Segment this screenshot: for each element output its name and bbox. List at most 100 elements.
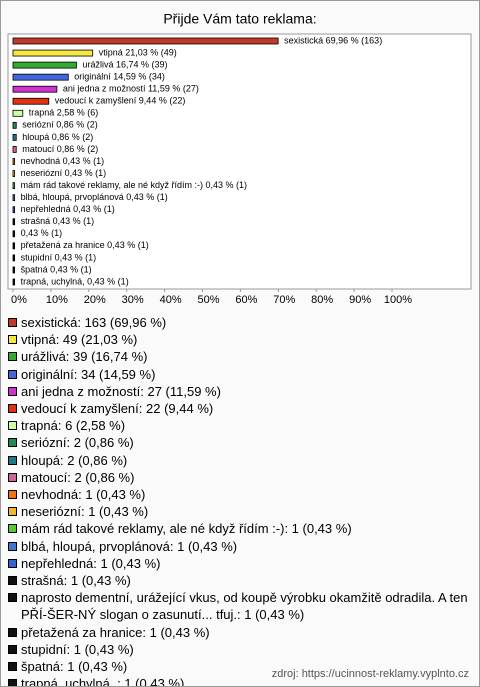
legend-label: originální: 34 (14,59 %): [21, 366, 156, 382]
legend-label: stupidní: 1 (0,43 %): [21, 641, 134, 657]
legend-item: trapná: 6 (2,58 %): [8, 417, 468, 434]
legend-item: trapná, uchylná, : 1 (0,43 %): [8, 675, 468, 686]
bar-label: vtipná 21,03 % (49): [99, 47, 177, 57]
legend-item: sexistická: 163 (69,96 %): [8, 314, 468, 331]
x-tick-label: 100%: [384, 294, 412, 306]
x-tick-label: 40%: [160, 294, 182, 306]
bar-label: neseriózní 0,43 % (1): [21, 168, 107, 178]
x-tick-label: 70%: [273, 294, 295, 306]
legend-item: hloupá: 2 (0,86 %): [8, 452, 468, 469]
x-tick-label: 50%: [197, 294, 219, 306]
legend-swatch: [8, 679, 17, 686]
bar-label: ani jedna z možností 11,59 % (27): [63, 84, 199, 94]
bar: [12, 121, 17, 129]
legend-item: urážlivá: 39 (16,74 %): [8, 348, 468, 365]
bar-label: vedoucí k zamyšlení 9,44 % (22): [55, 96, 186, 106]
bar: [12, 254, 16, 262]
legend-item: blbá, hloupá, prvoplánová: 1 (0,43 %): [8, 538, 468, 555]
legend-label: trapná: 6 (2,58 %): [21, 418, 126, 434]
legend-swatch: [8, 318, 17, 327]
bar-label: sexistická 69,96 % (163): [284, 35, 382, 45]
legend-item: matoucí: 2 (0,86 %): [8, 469, 468, 486]
x-tick-label: 20%: [84, 294, 106, 306]
bar: [12, 206, 16, 214]
bar-label: stupidní 0,43 % (1): [21, 252, 97, 262]
bar-label: 0,43 % (1): [21, 228, 63, 238]
legend-item: přetažená za hranice: 1 (0,43 %): [8, 624, 468, 641]
bar-label: nepřehledná 0,43 % (1): [21, 204, 115, 214]
legend-label: vtipná: 49 (21,03 %): [21, 332, 138, 348]
legend-label: seriózní: 2 (0,86 %): [21, 435, 134, 451]
legend-item: nevhodná: 1 (0,43 %): [8, 486, 468, 503]
legend-swatch: [8, 627, 17, 637]
bar: [12, 218, 16, 226]
legend-item: neseriózní: 1 (0,43 %): [8, 503, 468, 520]
legend-label: sexistická: 163 (69,96 %): [21, 315, 167, 330]
source: zdroj: https://ucinnost-reklamy.vyplnto.…: [271, 668, 469, 680]
bar-label: nevhodná 0,43 % (1): [21, 156, 105, 166]
bar-label: trapná 2,58 % (6): [29, 108, 99, 118]
bar: [12, 158, 16, 165]
bar: [12, 278, 16, 286]
bar-label: seriózní 0,86 % (2): [22, 120, 98, 130]
bar: [12, 61, 77, 69]
bar: [12, 49, 94, 57]
legend-label: přetažená za hranice: 1 (0,43 %): [21, 624, 210, 640]
legend-label: mám rád takové reklamy, ale né když řídí…: [21, 521, 352, 537]
legend-item: vedoucí k zamyšlení: 22 (9,44 %): [8, 400, 468, 417]
legend-swatch: [8, 558, 17, 568]
bar-label: mám rád takové reklamy, ale né když řídí…: [21, 180, 247, 190]
legend-swatch: [8, 455, 17, 465]
legend-label: špatná: 1 (0,43 %): [21, 659, 128, 675]
legend-item: nepřehledná: 1 (0,43 %): [8, 555, 468, 572]
bar: [12, 85, 58, 93]
bar: [12, 97, 50, 105]
legend-swatch: [8, 541, 17, 551]
bar: [12, 146, 17, 153]
bar-label: matoucí 0,86 % (2): [22, 144, 98, 154]
x-tick-label: 80%: [311, 294, 333, 306]
x-tick-label: 60%: [235, 294, 257, 306]
bar: [12, 230, 16, 238]
plot-area: [7, 33, 472, 290]
legend-item: mám rád takové reklamy, ale né když řídí…: [8, 520, 468, 537]
bar: [12, 266, 16, 274]
legend-label: blbá, hloupá, prvoplánová: 1 (0,43 %): [21, 538, 238, 554]
legend-item: originální: 34 (14,59 %): [8, 366, 468, 383]
legend-label: urážlivá: 39 (16,74 %): [21, 349, 148, 365]
legend-swatch: [8, 644, 17, 654]
bar-label: originální 14,59 % (34): [74, 72, 165, 82]
legend-swatch: [8, 404, 17, 414]
legend-label: nevhodná: 1 (0,43 %): [21, 487, 146, 503]
legend-item: stupidní: 1 (0,43 %): [8, 641, 468, 658]
legend-label: ani jedna z možností: 27 (11,59 %): [21, 383, 221, 399]
x-tick-label: 0%: [11, 294, 27, 306]
bar: [12, 109, 24, 117]
legend-swatch: [8, 438, 17, 448]
legend-item: seriózní: 2 (0,86 %): [8, 434, 468, 451]
legend-label: hloupá: 2 (0,86 %): [21, 452, 128, 468]
legend-swatch: [8, 421, 17, 431]
bar: [12, 133, 17, 141]
legend: sexistická: 163 (69,96 %) vtipná: 49 (21,…: [8, 314, 468, 686]
bar: [12, 37, 279, 45]
legend-label: strašná: 1 (0,43 %): [21, 573, 131, 589]
legend-item: ani jedna z možností: 27 (11,59 %): [8, 383, 468, 400]
chart-title: Přijde Vám tato reklama:: [163, 11, 316, 27]
legend-swatch: [8, 576, 17, 586]
legend-swatch: [8, 662, 17, 672]
bar: [12, 242, 16, 250]
bar-label: urážlivá 16,74 % (39): [82, 59, 167, 69]
bar: [12, 182, 16, 190]
legend-swatch: [8, 490, 17, 500]
bar: [12, 170, 16, 177]
bar: [12, 194, 16, 202]
legend-swatch: [8, 335, 17, 345]
legend-item: vtipná: 49 (21,03 %): [8, 331, 468, 348]
legend-item: špatná: 1 (0,43 %): [8, 658, 468, 675]
bar-label: blbá, hloupá, prvoplánová 0,43 % (1): [21, 192, 168, 202]
legend-swatch: [8, 507, 17, 517]
bar-label: hloupá 0,86 % (2): [22, 132, 93, 142]
legend-item: strašná: 1 (0,43 %): [8, 572, 468, 589]
legend-swatch: [8, 593, 17, 603]
